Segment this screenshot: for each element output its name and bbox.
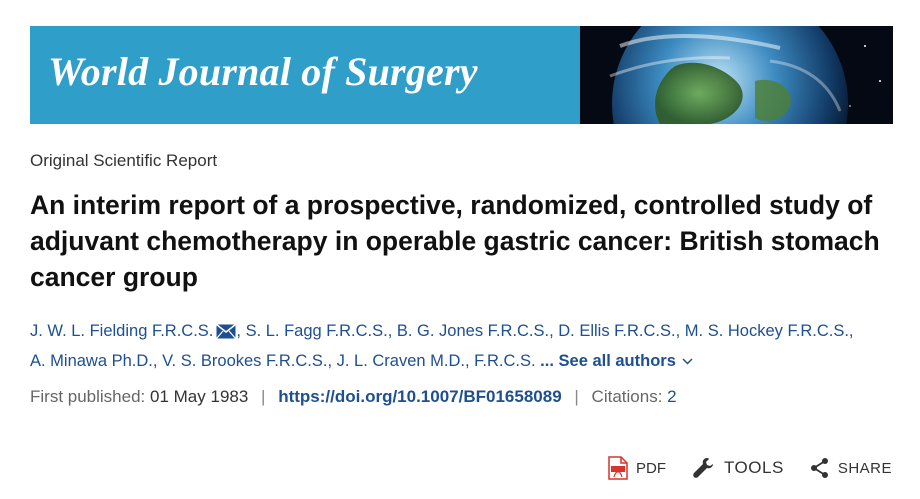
- pdf-button[interactable]: PDF: [608, 456, 666, 480]
- author-link[interactable]: M. S. Hockey F.R.C.S.: [684, 322, 849, 340]
- article-toolbar: PDF TOOLS SHARE: [582, 456, 892, 480]
- wrench-icon: [693, 458, 713, 478]
- pdf-icon: [608, 456, 628, 480]
- author-link[interactable]: J. W. L. Fielding F.R.C.S.: [30, 322, 214, 340]
- author-link[interactable]: S. L. Fagg F.R.C.S.: [245, 322, 388, 340]
- citations-count-link[interactable]: 2: [667, 387, 677, 406]
- share-button[interactable]: SHARE: [810, 457, 892, 479]
- article-title: An interim report of a prospective, rand…: [30, 190, 880, 292]
- pdf-label: PDF: [635, 459, 666, 477]
- first-published-date: 01 May 1983: [150, 387, 249, 406]
- author-link[interactable]: D. Ellis F.R.C.S.: [558, 322, 676, 340]
- meta-separator: |: [261, 387, 266, 406]
- envelope-icon[interactable]: [216, 321, 237, 347]
- publication-meta: First published: 01 May 1983 | https://d…: [30, 387, 677, 407]
- see-all-label: ... See all authors: [540, 352, 676, 370]
- first-published-label: First published:: [30, 387, 146, 406]
- author-link[interactable]: A. Minawa Ph.D.: [30, 352, 153, 370]
- share-icon: [810, 458, 828, 478]
- tools-label: TOOLS: [723, 458, 784, 477]
- author-link[interactable]: B. G. Jones F.R.C.S.: [396, 322, 550, 340]
- journal-name: World Journal of Surgery: [48, 49, 478, 94]
- share-label: SHARE: [837, 459, 892, 477]
- doi-link[interactable]: https://doi.org/10.1007/BF01658089: [278, 387, 562, 406]
- citations-label: Citations:: [591, 387, 663, 406]
- earth-from-space-image: [580, 26, 893, 124]
- author-list: J. W. L. Fielding F.R.C.S., S. L. Fagg F…: [30, 318, 900, 374]
- article-type: Original Scientific Report: [30, 151, 218, 170]
- tools-button[interactable]: TOOLS: [692, 456, 784, 480]
- chevron-down-icon: [682, 347, 693, 373]
- journal-banner[interactable]: World Journal of Surgery: [30, 26, 893, 124]
- meta-separator: |: [574, 387, 579, 406]
- author-link[interactable]: J. L. Craven M.D., F.R.C.S.: [336, 352, 536, 370]
- author-link[interactable]: V. S. Brookes F.R.C.S.: [162, 352, 328, 370]
- see-all-authors-button[interactable]: ... See all authors: [540, 352, 693, 370]
